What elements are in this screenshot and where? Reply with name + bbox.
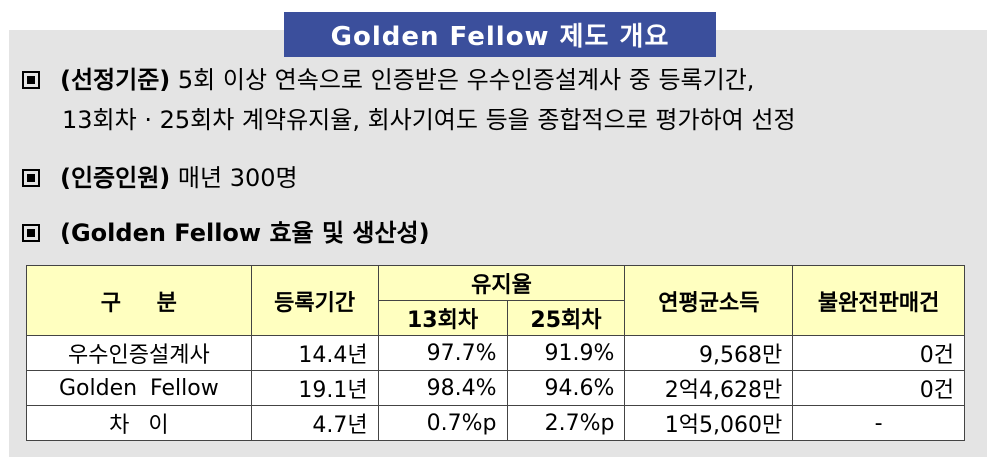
- bullet-certified: (인증인원) 매년 300명: [22, 161, 298, 195]
- header-income: 연평균소득: [624, 265, 794, 336]
- row-r25: 91.9%: [506, 335, 626, 371]
- table-row: 차 이 4.7년 0.7%p 2.7%p 1억5,060만 -: [26, 405, 965, 441]
- row-income: 9,568만: [624, 335, 794, 371]
- row-category: Golden Fellow: [26, 370, 252, 406]
- row-category: 우수인증설계사: [26, 335, 252, 371]
- header-period: 등록기간: [250, 265, 379, 336]
- certified-text: 매년 300명: [177, 164, 298, 192]
- header-retention: 유지율: [377, 265, 626, 301]
- square-bullet-icon: [22, 224, 40, 242]
- row-income: 1억5,060만: [624, 405, 794, 441]
- square-bullet-icon: [22, 169, 40, 187]
- row-r13: 97.7%: [377, 335, 508, 371]
- certified-heading: (인증인원): [60, 164, 171, 192]
- row-income: 2억4,628만: [624, 370, 794, 406]
- row-incomplete: 0건: [792, 335, 965, 371]
- row-r25: 2.7%p: [506, 405, 626, 441]
- header-incomplete: 불완전판매건: [792, 265, 965, 336]
- bullet-selection: (선정기준) 5회 이상 연속으로 인증받은 우수인증설계사 중 등록기간,: [22, 63, 754, 97]
- row-period: 14.4년: [250, 335, 379, 371]
- selection-text-line2: 13회차 · 25회차 계약유지율, 회사기여도 등을 종합적으로 평가하여 선…: [62, 106, 796, 134]
- efficiency-heading: (Golden Fellow 효율 및 생산성): [60, 219, 430, 247]
- header-r25: 25회차: [506, 300, 626, 336]
- row-period: 19.1년: [250, 370, 379, 406]
- efficiency-table: 구 분 등록기간 유지율 연평균소득 불완전판매건 13회차 25회차 우수인증…: [26, 265, 965, 441]
- header-r13: 13회차: [377, 300, 508, 336]
- header-category: 구 분: [26, 265, 252, 336]
- row-r13: 0.7%p: [377, 405, 508, 441]
- row-r13: 98.4%: [377, 370, 508, 406]
- table-row: Golden Fellow 19.1년 98.4% 94.6% 2억4,628만…: [26, 370, 965, 406]
- row-incomplete: 0건: [792, 370, 965, 406]
- row-period: 4.7년: [250, 405, 379, 441]
- selection-heading: (선정기준): [60, 66, 171, 94]
- row-incomplete: -: [792, 405, 965, 441]
- page-title: Golden Fellow 제도 개요: [284, 12, 716, 57]
- square-bullet-icon: [22, 71, 40, 89]
- row-r25: 94.6%: [506, 370, 626, 406]
- table-row: 우수인증설계사 14.4년 97.7% 91.9% 9,568만 0건: [26, 335, 965, 371]
- row-category: 차 이: [26, 405, 252, 441]
- bullet-efficiency: (Golden Fellow 효율 및 생산성): [22, 216, 430, 250]
- selection-text-line1: 5회 이상 연속으로 인증받은 우수인증설계사 중 등록기간,: [177, 66, 755, 94]
